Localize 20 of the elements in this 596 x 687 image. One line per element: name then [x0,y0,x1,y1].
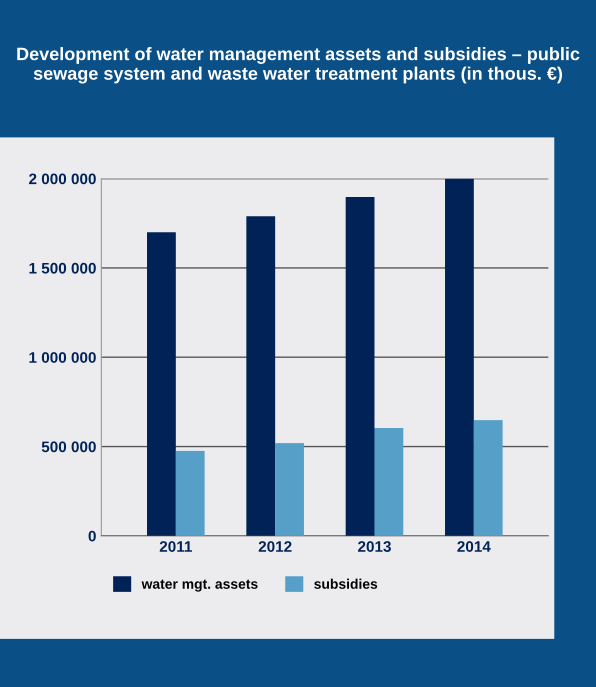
y-tick-label: 1 500 000 [29,262,96,274]
x-tick-label: 2012 [258,541,292,552]
bar [147,232,176,536]
y-tick-label: 2 000 000 [29,173,96,184]
bar [445,178,474,536]
bar [374,428,404,536]
legend-label: subsidies [314,578,378,589]
x-tick-label: 2014 [457,541,491,552]
x-tick-label: 2011 [160,541,192,552]
bar [176,450,205,536]
bar [346,197,374,536]
x-tick-label: 2013 [358,541,391,552]
bar [246,216,276,536]
y-tick-label: 1 000 000 [29,352,96,363]
legend-label: water mgt. assets [142,580,258,592]
bar [474,420,503,536]
y-tick-label: 500 000 [42,441,96,452]
bar [275,443,304,536]
chart-title: Development of water management assets and subsidies – public sewage system and waste water treatment plants (in thous. €) [17,47,580,84]
y-tick-label: 0 [88,530,96,542]
